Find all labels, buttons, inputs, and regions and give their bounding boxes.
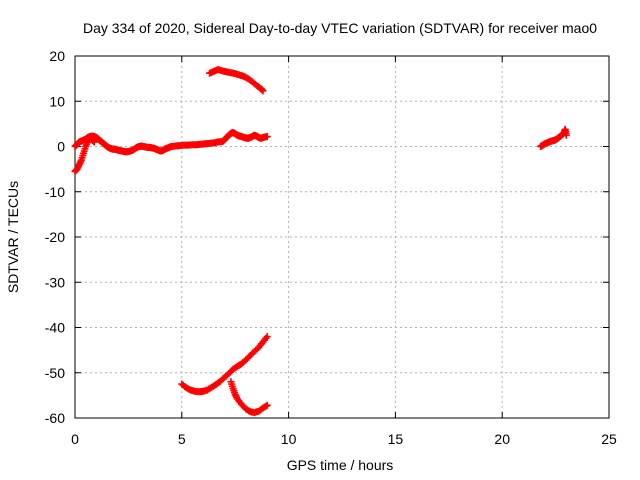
grid-lines xyxy=(75,56,609,418)
data-point xyxy=(263,401,271,409)
y-tick-label: -40 xyxy=(45,320,65,336)
series-2 xyxy=(71,128,271,156)
axis-ticks: 0 5 10 15 20 25 20 10 0 -10 -20 -30 -40 -50 -60 xyxy=(45,48,617,447)
y-tick-label: 20 xyxy=(49,48,65,64)
data-point xyxy=(263,333,271,341)
y-tick-label: 10 xyxy=(49,93,65,109)
y-tick-label: 0 xyxy=(57,139,65,155)
y-tick-label: -50 xyxy=(45,365,65,381)
y-tick-label: -30 xyxy=(45,274,65,290)
data-point xyxy=(263,133,271,141)
x-tick-label: 25 xyxy=(601,431,617,447)
y-tick-label: -20 xyxy=(45,229,65,245)
chart-title: Day 334 of 2020, Sidereal Day-to-day VTE… xyxy=(83,20,597,36)
x-tick-label: 5 xyxy=(178,431,186,447)
series-3 xyxy=(206,66,267,95)
y-tick-label: -10 xyxy=(45,184,65,200)
y-tick-label: -60 xyxy=(45,410,65,426)
x-tick-label: 20 xyxy=(494,431,510,447)
x-tick-label: 15 xyxy=(388,431,404,447)
series-5 xyxy=(227,378,271,417)
data-points xyxy=(71,66,570,417)
series-4 xyxy=(178,333,271,396)
y-axis-label: SDTVAR / TECUs xyxy=(5,181,21,293)
data-point xyxy=(562,131,570,139)
x-tick-label: 10 xyxy=(281,431,297,447)
data-point xyxy=(262,402,270,410)
x-tick-label: 0 xyxy=(71,431,79,447)
data-point xyxy=(259,87,267,95)
x-axis-label: GPS time / hours xyxy=(287,457,394,473)
series-6 xyxy=(537,125,570,150)
